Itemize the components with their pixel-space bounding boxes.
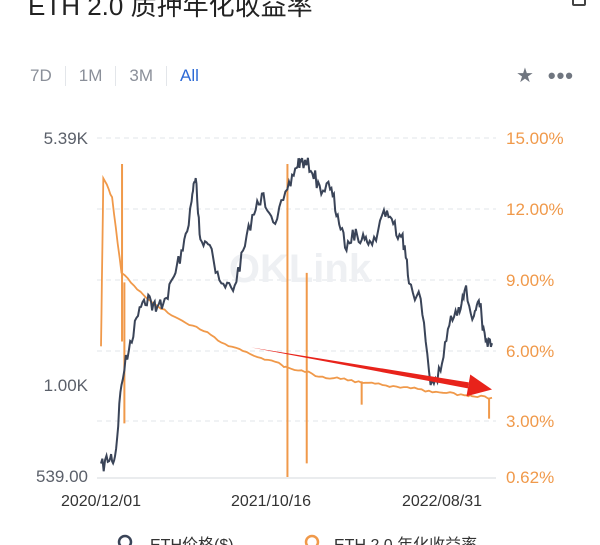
right-axis-labels: 15.00% 12.00% 9.00% 6.00% 3.00% 0.62% — [506, 129, 564, 487]
left-tick-label: 539.00 — [36, 467, 88, 486]
right-tick-label: 3.00% — [506, 412, 554, 431]
x-tick-label: 2020/12/01 — [61, 493, 141, 510]
left-tick-label: 1.00K — [44, 376, 89, 395]
legend-apr-marker — [304, 534, 320, 545]
time-range-tabs: 7D 1M 3M All — [28, 66, 212, 86]
watermark: OKLink — [229, 247, 372, 291]
legend-price-marker — [117, 534, 133, 545]
legend-price-label[interactable]: ETH价格($) — [150, 536, 234, 545]
tab-3m[interactable]: 3M — [115, 66, 166, 86]
x-tick-label: 2021/10/16 — [231, 493, 311, 510]
x-axis-labels: 2020/12/01 2021/10/16 2022/08/31 — [61, 493, 482, 510]
apr-series-line — [100, 174, 493, 400]
left-axis-labels: 5.39K 1.00K 539.00 — [36, 129, 89, 486]
right-tick-label: 0.62% — [506, 468, 554, 487]
right-tick-label: 9.00% — [506, 271, 554, 290]
x-tick-label: 2022/08/31 — [402, 493, 482, 510]
apr-spikes — [121, 164, 491, 477]
right-tick-label: 12.00% — [506, 200, 564, 219]
tab-7d[interactable]: 7D — [30, 66, 52, 85]
tab-all[interactable]: All — [165, 66, 212, 86]
chart-actions: ★ ••• — [515, 63, 574, 88]
tab-1m[interactable]: 1M — [64, 66, 116, 86]
legend-apr-label[interactable]: ETH 2.0 年化收益率 — [334, 536, 477, 545]
right-tick-label: 15.00% — [506, 129, 564, 148]
page-title: ETH 2.0 质押年化收益率 — [28, 0, 313, 21]
trend-arrow-shaft — [251, 347, 469, 389]
bookmark-icon[interactable] — [572, 0, 586, 6]
more-icon[interactable]: ••• — [547, 63, 574, 88]
star-icon[interactable]: ★ — [515, 65, 534, 87]
right-tick-label: 6.00% — [506, 342, 554, 361]
trend-arrow — [251, 347, 492, 397]
left-tick-label: 5.39K — [44, 129, 89, 148]
trend-arrow-head — [466, 374, 492, 397]
grid-lines — [97, 137, 496, 479]
price-series-line — [100, 157, 493, 472]
legend: ETH价格($) ETH 2.0 年化收益率 — [117, 534, 477, 545]
